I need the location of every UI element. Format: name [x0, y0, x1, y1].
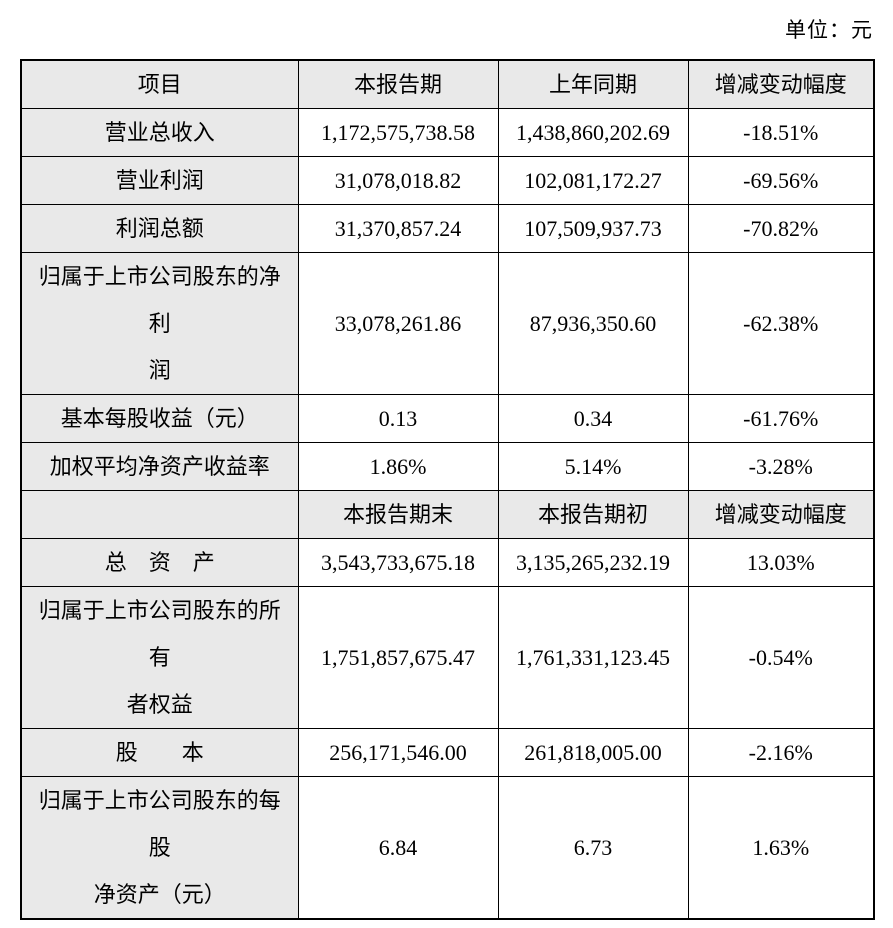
current-value: 31,370,857.24 — [297, 204, 499, 253]
change-value: -61.76% — [687, 394, 875, 443]
table-row-basic-eps: 基本每股收益（元） 0.13 0.34 -61.76% — [20, 394, 875, 443]
row-label: 总 资 产 — [20, 538, 299, 587]
change-value: 13.03% — [687, 538, 875, 587]
change-value: -70.82% — [687, 204, 875, 253]
prior-value: 5.14% — [497, 442, 689, 491]
header-period-end: 本报告期末 — [297, 490, 499, 539]
header-current-period: 本报告期 — [297, 59, 499, 109]
table-row-weighted-avg-roe: 加权平均净资产收益率 1.86% 5.14% -3.28% — [20, 442, 875, 491]
current-value: 1,751,857,675.47 — [297, 586, 499, 729]
table-row-net-assets-per-share: 归属于上市公司股东的每股 净资产（元） 6.84 6.73 1.63% — [20, 776, 875, 920]
prior-value: 87,936,350.60 — [497, 252, 689, 395]
change-value: -69.56% — [687, 156, 875, 205]
change-value: 1.63% — [687, 776, 875, 920]
current-value: 1.86% — [297, 442, 499, 491]
prior-value: 0.34 — [497, 394, 689, 443]
row-label: 加权平均净资产收益率 — [20, 442, 299, 491]
prior-value: 6.73 — [497, 776, 689, 920]
header-prior-period: 上年同期 — [497, 59, 689, 109]
table-row-total-revenue: 营业总收入 1,172,575,738.58 1,438,860,202.69 … — [20, 108, 875, 157]
header-change: 增减变动幅度 — [687, 59, 875, 109]
change-value: -3.28% — [687, 442, 875, 491]
table-row-total-profit: 利润总额 31,370,857.24 107,509,937.73 -70.82… — [20, 204, 875, 253]
table-row-total-assets: 总 资 产 3,543,733,675.18 3,135,265,232.19 … — [20, 538, 875, 587]
current-value: 256,171,546.00 — [297, 728, 499, 777]
row-label: 利润总额 — [20, 204, 299, 253]
row-label: 基本每股收益（元） — [20, 394, 299, 443]
prior-value: 107,509,937.73 — [497, 204, 689, 253]
change-value: -2.16% — [687, 728, 875, 777]
row-label: 营业总收入 — [20, 108, 299, 157]
current-value: 0.13 — [297, 394, 499, 443]
prior-value: 1,438,860,202.69 — [497, 108, 689, 157]
row-label: 股 本 — [20, 728, 299, 777]
prior-value: 1,761,331,123.45 — [497, 586, 689, 729]
header-row-balance: 本报告期末 本报告期初 增减变动幅度 — [20, 490, 875, 539]
change-value: -18.51% — [687, 108, 875, 157]
table-row-operating-profit: 营业利润 31,078,018.82 102,081,172.27 -69.56… — [20, 156, 875, 205]
header-change: 增减变动幅度 — [687, 490, 875, 539]
row-label: 归属于上市公司股东的所有 者权益 — [20, 586, 299, 729]
prior-value: 3,135,265,232.19 — [497, 538, 689, 587]
financial-summary-table: 项目 本报告期 上年同期 增减变动幅度 营业总收入 1,172,575,738.… — [20, 59, 875, 920]
row-label: 营业利润 — [20, 156, 299, 205]
change-value: -0.54% — [687, 586, 875, 729]
table-row-share-capital: 股 本 256,171,546.00 261,818,005.00 -2.16% — [20, 728, 875, 777]
header-item: 项目 — [20, 59, 299, 109]
row-label: 归属于上市公司股东的每股 净资产（元） — [20, 776, 299, 920]
current-value: 31,078,018.82 — [297, 156, 499, 205]
current-value: 33,078,261.86 — [297, 252, 499, 395]
table-row-net-profit-attributable: 归属于上市公司股东的净利 润 33,078,261.86 87,936,350.… — [20, 252, 875, 395]
header-row-period: 项目 本报告期 上年同期 增减变动幅度 — [20, 59, 875, 109]
prior-value: 261,818,005.00 — [497, 728, 689, 777]
table-row-equity-attributable: 归属于上市公司股东的所有 者权益 1,751,857,675.47 1,761,… — [20, 586, 875, 729]
header-period-begin: 本报告期初 — [497, 490, 689, 539]
current-value: 3,543,733,675.18 — [297, 538, 499, 587]
prior-value: 102,081,172.27 — [497, 156, 689, 205]
header-item-empty — [20, 490, 299, 539]
current-value: 6.84 — [297, 776, 499, 920]
row-label: 归属于上市公司股东的净利 润 — [20, 252, 299, 395]
unit-label: 单位：元 — [785, 18, 873, 42]
change-value: -62.38% — [687, 252, 875, 395]
current-value: 1,172,575,738.58 — [297, 108, 499, 157]
